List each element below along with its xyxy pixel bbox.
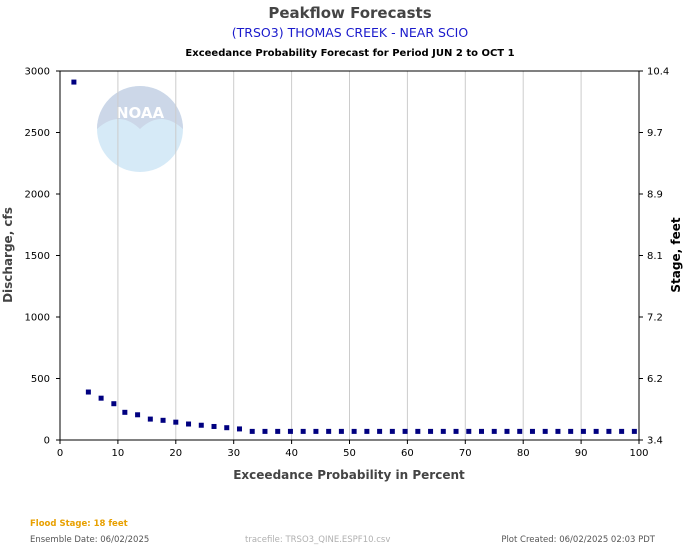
x-axis-label: Exceedance Probability in Percent — [233, 468, 465, 482]
data-point — [415, 428, 421, 434]
data-points — [71, 79, 637, 434]
data-point — [135, 412, 141, 418]
noaa-logo-text: NOAA — [116, 104, 165, 122]
y-axis-label: Discharge, cfs — [1, 207, 15, 303]
y2-tick-label: 10.4 — [647, 67, 669, 78]
data-point — [275, 428, 281, 434]
data-point — [85, 389, 91, 395]
y-tick-label: 2500 — [25, 128, 50, 139]
data-point — [364, 428, 370, 434]
y-tick-label: 500 — [31, 374, 50, 385]
station-name: (TRSO3) THOMAS CREEK - NEAR SCIO — [232, 25, 469, 40]
data-point — [147, 416, 153, 422]
data-point — [428, 428, 434, 434]
y2-tick-label: 7.2 — [647, 313, 663, 324]
data-point — [122, 409, 128, 415]
y-tick-label: 1500 — [25, 251, 50, 262]
y-tick-label: 2000 — [25, 190, 50, 201]
data-point — [402, 428, 408, 434]
data-point — [98, 395, 104, 401]
y2-tick-label: 9.7 — [647, 128, 663, 139]
data-point — [351, 428, 357, 434]
data-point — [389, 428, 395, 434]
data-point — [211, 423, 217, 429]
x-tick-label: 80 — [517, 448, 530, 459]
y2-tick-label: 3.4 — [647, 436, 663, 447]
data-point — [224, 425, 230, 431]
flood-stage-label: Flood Stage: 18 feet — [30, 519, 128, 529]
tracefile-label: tracefile: TRSO3_QINE.ESPF10.csv — [245, 535, 391, 545]
data-point — [491, 428, 497, 434]
data-point — [606, 428, 612, 434]
data-point — [326, 428, 332, 434]
data-point — [236, 426, 242, 432]
data-point — [453, 428, 459, 434]
grid-lines — [117, 71, 582, 440]
x-tick-label: 0 — [57, 448, 63, 459]
data-point — [517, 428, 523, 434]
data-point — [529, 428, 535, 434]
y-tick-label: 3000 — [25, 67, 50, 78]
x-tick-label: 40 — [285, 448, 298, 459]
x-tick-label: 30 — [227, 448, 240, 459]
data-point — [377, 428, 383, 434]
y2-tick-label: 8.9 — [647, 190, 663, 201]
data-point — [186, 421, 192, 427]
noaa-logo-watermark: NOAA — [97, 86, 183, 172]
x-tick-label: 60 — [401, 448, 414, 459]
y-tick-label: 1000 — [25, 313, 50, 324]
data-point — [313, 428, 319, 434]
data-point — [631, 428, 637, 434]
data-point — [338, 428, 344, 434]
data-point — [160, 417, 166, 423]
data-point — [542, 428, 548, 434]
data-point — [466, 428, 472, 434]
data-point — [440, 428, 446, 434]
data-point — [262, 428, 268, 434]
data-point — [593, 428, 599, 434]
chart-title: Peakflow Forecasts — [268, 4, 431, 22]
data-point — [71, 79, 77, 85]
x-tick-label: 20 — [169, 448, 182, 459]
y-tick-label: 0 — [44, 436, 50, 447]
data-point — [580, 428, 586, 434]
y2-axis-label: Stage, feet — [669, 217, 683, 292]
y2-tick-label: 6.2 — [647, 374, 663, 385]
plot-created-label: Plot Created: 06/02/2025 02:03 PDT — [501, 535, 655, 545]
data-point — [198, 422, 204, 428]
data-point — [568, 428, 574, 434]
data-point — [287, 428, 293, 434]
data-point — [173, 419, 179, 425]
data-point — [619, 428, 625, 434]
x-tick-label: 90 — [575, 448, 588, 459]
data-point — [479, 428, 485, 434]
chart-subtitle: Exceedance Probability Forecast for Peri… — [185, 48, 514, 59]
axis-ticks: 0 10 20 30 40 50 60 70 80 90 100050010001500200025… — [25, 67, 670, 460]
data-point — [300, 428, 306, 434]
data-point — [555, 428, 561, 434]
ensemble-date-label: Ensemble Date: 06/02/2025 — [30, 535, 150, 545]
x-tick-label: 10 — [112, 448, 125, 459]
x-tick-label: 70 — [459, 448, 472, 459]
x-tick-label: 50 — [343, 448, 356, 459]
data-point — [111, 401, 117, 407]
x-tick-label: 100 — [629, 448, 648, 459]
data-point — [249, 428, 255, 434]
data-point — [504, 428, 510, 434]
y2-tick-label: 8.1 — [647, 251, 663, 262]
